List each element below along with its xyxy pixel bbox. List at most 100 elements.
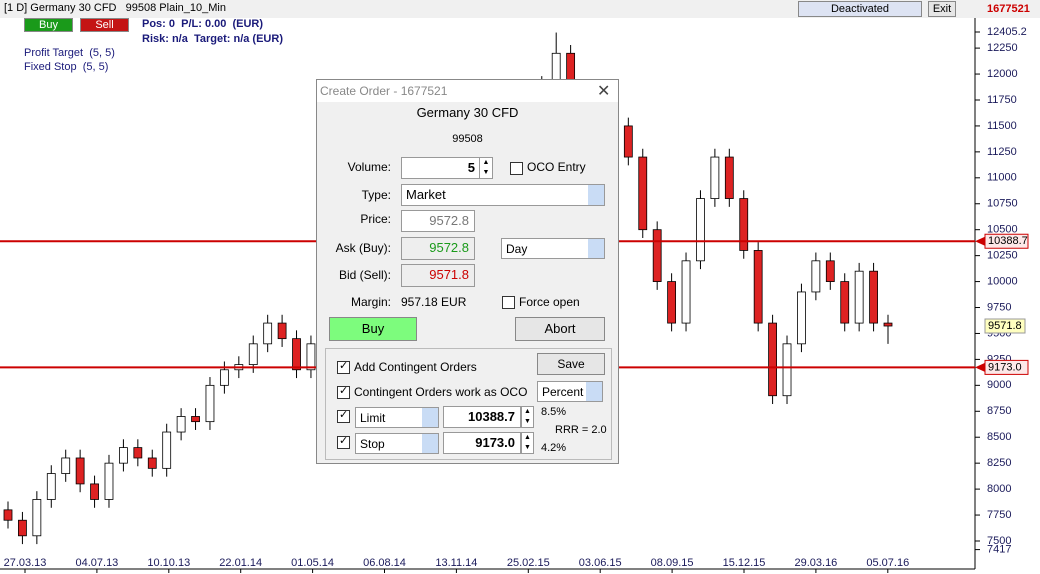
quick-buy[interactable]: Buy: [24, 18, 73, 32]
x-tick-label: 08.09.15: [651, 557, 694, 569]
candle-body: [753, 250, 763, 324]
buy-button[interactable]: Buy: [329, 317, 417, 341]
type-select[interactable]: Market: [401, 184, 605, 206]
rrr: RRR = 2.0: [555, 424, 607, 436]
y-tick-label: 11500: [987, 120, 1017, 132]
x-tick-label: 05.07.16: [866, 557, 909, 569]
status[interactable]: Deactivated: [798, 1, 922, 17]
bid: 9571.8: [401, 264, 475, 287]
y-tick-label: 7500: [987, 535, 1011, 547]
title-bar: [317, 80, 618, 102]
y-tick-label: 7750: [987, 509, 1011, 521]
candle-body: [3, 509, 13, 521]
candle-body: [18, 519, 27, 537]
candle-body: [652, 229, 662, 282]
y-tick-label: 11750: [987, 94, 1017, 106]
type-label: Type:: [361, 188, 391, 202]
x-tick-label: 03.06.15: [579, 557, 622, 569]
ask: 9572.8: [401, 237, 475, 260]
price-input[interactable]: 9572.8: [401, 210, 475, 232]
candle-body: [133, 447, 143, 459]
candle-body: [119, 447, 128, 464]
level-box: [984, 233, 1029, 249]
candle-body: [869, 270, 878, 324]
y-tick-label: 10000: [987, 275, 1018, 287]
candle-body: [75, 457, 85, 485]
stop-spinner[interactable]: ▲ ▼: [521, 432, 534, 454]
mode-select[interactable]: Percent: [537, 381, 603, 402]
level-arrow: [975, 362, 986, 373]
x-tick-label: 06.08.14: [363, 557, 406, 569]
candle-body: [292, 338, 301, 371]
limit-value[interactable]: 10388.7: [443, 406, 521, 428]
x-tick-label: 27.03.13: [4, 557, 47, 569]
y-tick-label: 7417: [987, 544, 1011, 556]
y-tick-label: 10250: [987, 250, 1018, 262]
level-box: [984, 359, 1029, 375]
candle-body: [854, 270, 864, 324]
force-open-label: Force open: [519, 295, 580, 309]
y-tick-label: 8000: [987, 483, 1011, 495]
y-tick-label: 9750: [987, 301, 1011, 313]
y-tick-label: 12000: [987, 68, 1018, 80]
volume-input[interactable]: 5: [401, 157, 481, 179]
candle-body: [840, 281, 850, 324]
risk: Risk: n/a Target: n/a (EUR): [142, 33, 283, 45]
y-tick-label: 11250: [987, 146, 1017, 158]
close[interactable]: ✕: [597, 83, 611, 100]
current-price-label: 9571.8: [988, 320, 1022, 332]
candle-body: [306, 343, 316, 371]
candle-body: [825, 260, 835, 282]
candle-body: [681, 260, 691, 324]
stop-type[interactable]: Stop: [355, 433, 439, 454]
y-tick-label: 8250: [987, 457, 1011, 469]
oco-label: OCO Entry: [527, 160, 586, 174]
fixed-stop: Fixed Stop (5, 5): [24, 61, 109, 73]
y-tick-label: 10500: [987, 224, 1018, 236]
level-label: 10388.7: [988, 235, 1028, 247]
volume-spinner[interactable]: ▲ ▼: [479, 157, 493, 179]
candle-body: [710, 156, 720, 199]
candle-body: [263, 322, 273, 345]
margin: 957.18 EUR: [401, 295, 467, 309]
y-tick-label: 8750: [987, 405, 1011, 417]
candle-body: [739, 198, 749, 251]
candle-body: [883, 322, 893, 327]
stop-checkbox[interactable]: [337, 434, 350, 449]
x-tick-label: 25.02.15: [507, 557, 550, 569]
quick-sell[interactable]: Sell: [80, 18, 129, 32]
candle-body: [724, 156, 734, 199]
limit-type[interactable]: Limit: [355, 407, 439, 428]
save-button[interactable]: Save: [537, 353, 605, 375]
limit-checkbox[interactable]: [337, 408, 350, 423]
volume-label: Volume:: [347, 160, 391, 174]
add-contingent-checkbox[interactable]: [337, 359, 350, 374]
oco-checkbox[interactable]: [510, 162, 523, 175]
exit[interactable]: Exit: [928, 1, 956, 17]
instrument: Germany 30 CFD: [416, 105, 519, 120]
candle-body: [61, 457, 71, 474]
x-tick-label: 01.05.14: [291, 557, 334, 569]
limit-pct: 8.5%: [541, 406, 567, 418]
add-contingent-label: Add Contingent Orders: [354, 360, 477, 374]
x-tick-label: 15.12.15: [723, 557, 766, 569]
bid-label: Bid (Sell):: [338, 268, 391, 282]
limit-spinner[interactable]: ▲ ▼: [521, 406, 534, 428]
margin-label: Margin:: [350, 295, 391, 309]
candle-body: [147, 457, 157, 469]
abort-button[interactable]: Abort: [515, 317, 605, 341]
contingent-oco-checkbox[interactable]: [337, 384, 350, 399]
validity-select[interactable]: Day: [501, 238, 605, 259]
level-arrow: [975, 236, 986, 247]
profit-target: Profit Target (5, 5): [24, 47, 115, 59]
candle-body: [248, 343, 258, 365]
force-open-checkbox[interactable]: [502, 296, 515, 309]
candle-body: [191, 416, 200, 423]
x-tick-label: 22.01.14: [219, 557, 262, 569]
candle-body: [46, 473, 56, 500]
candle-body: [32, 499, 42, 537]
candle-body: [811, 260, 821, 293]
account: 99508: [452, 133, 483, 145]
stop-value[interactable]: 9173.0: [443, 432, 521, 454]
